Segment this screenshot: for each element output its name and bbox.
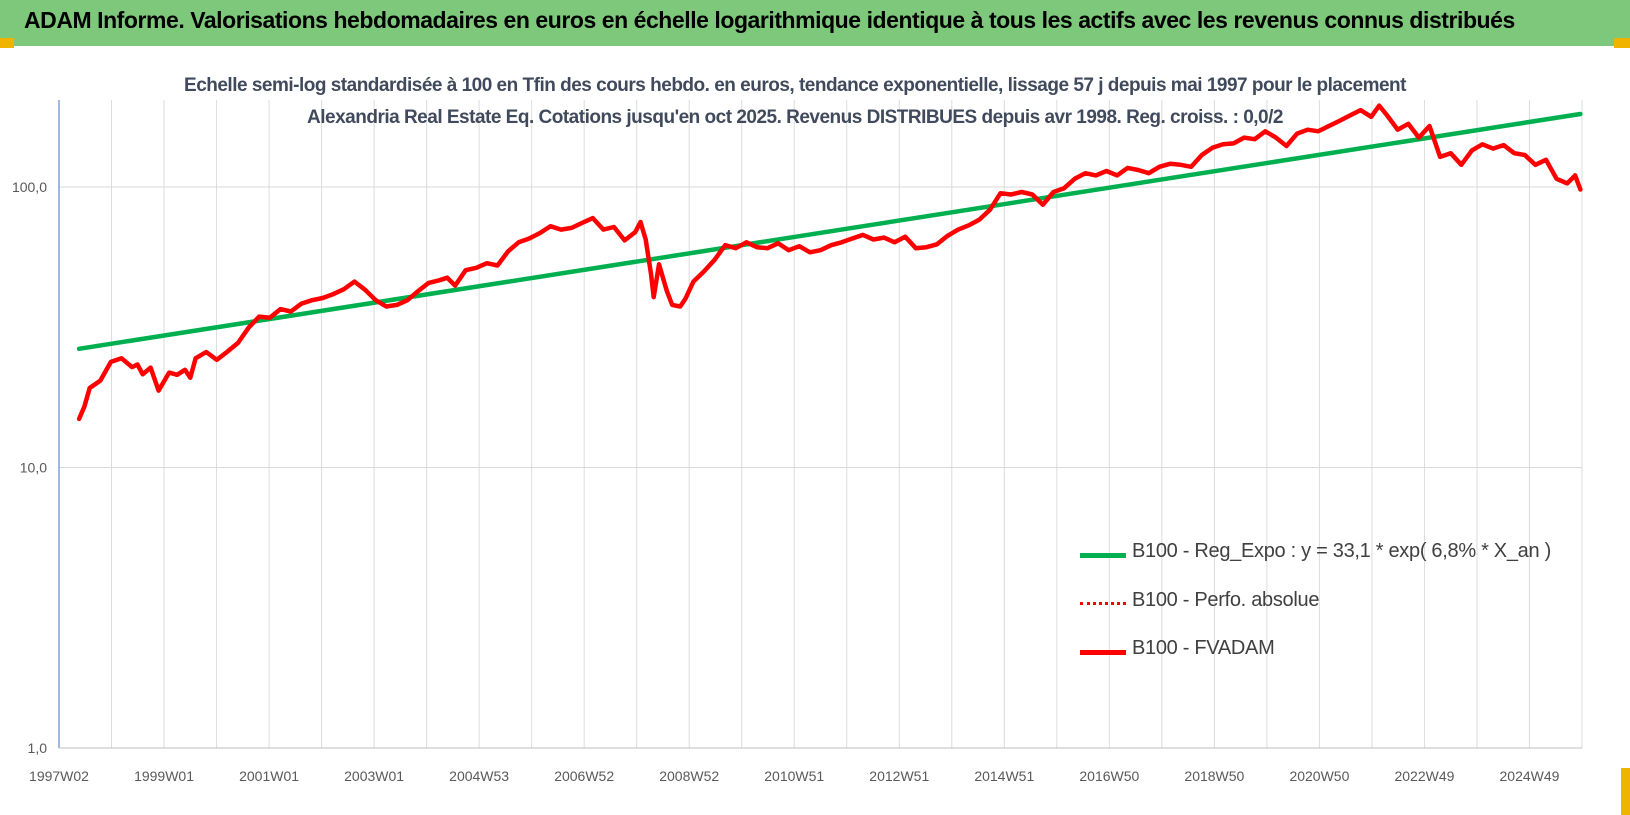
chart-title: Echelle semi-log standardisée à 100 en T… bbox=[184, 75, 1406, 128]
x-tick-label: 1999W01 bbox=[134, 768, 194, 784]
x-tick-label: 2003W01 bbox=[344, 768, 404, 784]
x-tick-label: 2014W51 bbox=[974, 768, 1034, 784]
legend-label-reg-expo: B100 - Reg_Expo : y = 33,1 * exp( 6,8% *… bbox=[1132, 540, 1551, 562]
x-tick-label: 1997W02 bbox=[29, 768, 89, 784]
legend-label-perfo-absolue: B100 - Perfo. absolue bbox=[1132, 589, 1320, 611]
legend-label-fvadam: B100 - FVADAM bbox=[1132, 637, 1275, 659]
x-tick-label: 2018W50 bbox=[1184, 768, 1244, 784]
corner-marker-bottom-right bbox=[1621, 768, 1630, 815]
corner-marker-top-left bbox=[0, 38, 14, 48]
axes bbox=[58, 100, 1582, 749]
legend-swatch-perfo-absolue bbox=[1080, 602, 1126, 605]
legend-swatch-fvadam bbox=[1080, 650, 1126, 655]
x-tick-label: 2024W49 bbox=[1500, 768, 1560, 784]
x-tick-label: 2012W51 bbox=[869, 768, 929, 784]
gridlines bbox=[59, 100, 1583, 749]
report-title: ADAM Informe. Valorisations hebdomadaire… bbox=[24, 7, 1515, 33]
x-tick-label: 2004W53 bbox=[449, 768, 509, 784]
tick-labels: 1,0 10,0 100,0 1997W02 1999W01 2001W01 2003W01… bbox=[12, 179, 1560, 784]
x-tick-label: 2008W52 bbox=[659, 768, 719, 784]
x-tick-label: 2010W51 bbox=[764, 768, 824, 784]
y-tick-label: 1,0 bbox=[28, 740, 48, 756]
y-tick-label: 10,0 bbox=[20, 460, 47, 476]
fvadam-line bbox=[76, 103, 1583, 422]
legend-swatch-reg-expo bbox=[1080, 553, 1126, 558]
x-tick-label: 2001W01 bbox=[239, 768, 299, 784]
report-header: ADAM Informe. Valorisations hebdomadaire… bbox=[0, 0, 1630, 46]
x-tick-label: 2020W50 bbox=[1289, 768, 1349, 784]
x-tick-label: 2022W49 bbox=[1394, 768, 1454, 784]
y-tick-label: 100,0 bbox=[12, 179, 47, 195]
x-tick-label: 2016W50 bbox=[1079, 768, 1139, 784]
regression-line bbox=[76, 111, 1583, 352]
corner-marker-top-right bbox=[1614, 38, 1630, 48]
series-lines bbox=[76, 103, 1583, 422]
x-tick-label: 2006W52 bbox=[554, 768, 614, 784]
